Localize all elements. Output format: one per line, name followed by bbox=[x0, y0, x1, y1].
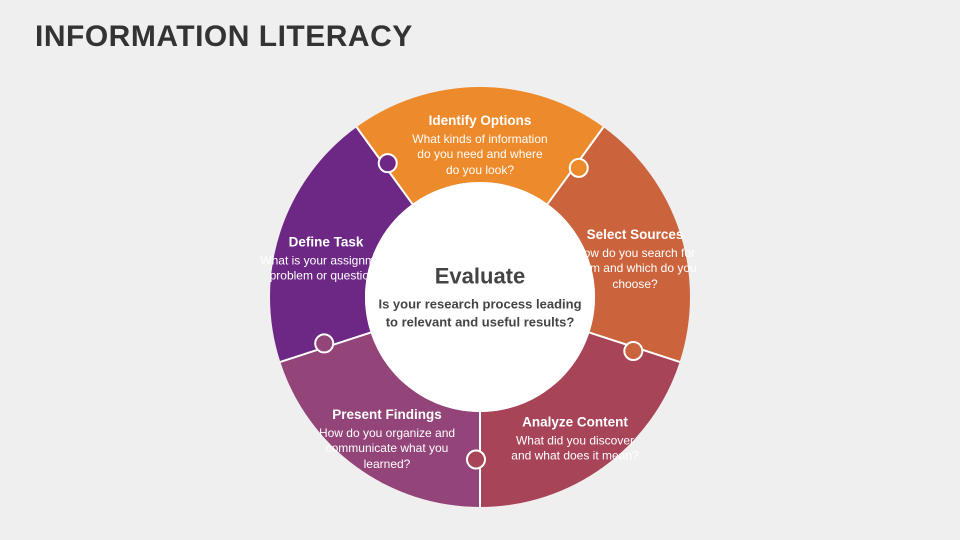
puzzle-knob bbox=[570, 159, 588, 177]
segment-label-identify-options: Identify OptionsWhat kinds of informatio… bbox=[410, 112, 550, 178]
segment-label-present-findings: Present FindingsHow do you organize and … bbox=[317, 406, 457, 472]
segment-desc: What kinds of information do you need an… bbox=[412, 131, 547, 176]
segment-title: Define Task bbox=[256, 234, 396, 252]
segment-label-define-task: Define TaskWhat is your assignment probl… bbox=[256, 234, 396, 285]
puzzle-knob bbox=[624, 342, 642, 360]
literacy-donut-chart: Evaluate Is your research process leadin… bbox=[260, 77, 700, 517]
segment-title: Select Sources bbox=[565, 226, 705, 244]
segment-desc: How do you organize and communicate what… bbox=[319, 425, 455, 470]
puzzle-knob bbox=[315, 334, 333, 352]
page-title: INFORMATION LITERACY bbox=[35, 20, 413, 54]
center-desc: Is your research process leading to rele… bbox=[375, 295, 585, 330]
center-title: Evaluate bbox=[375, 263, 585, 289]
puzzle-knob bbox=[467, 451, 485, 469]
segment-desc: What is your assignment problem or quest… bbox=[260, 253, 391, 283]
segment-label-analyze-content: Analyze ContentWhat did you discover and… bbox=[505, 414, 645, 465]
segment-label-select-sources: Select SourcesHow do you search for them… bbox=[565, 226, 705, 292]
segment-title: Identify Options bbox=[410, 112, 550, 130]
segment-title: Analyze Content bbox=[505, 414, 645, 432]
segment-title: Present Findings bbox=[317, 406, 457, 424]
segment-desc: How do you search for them and which do … bbox=[573, 245, 696, 290]
puzzle-knob bbox=[379, 154, 397, 172]
segment-desc: What did you discover and what does it m… bbox=[511, 433, 638, 463]
center-content: Evaluate Is your research process leadin… bbox=[375, 263, 585, 330]
